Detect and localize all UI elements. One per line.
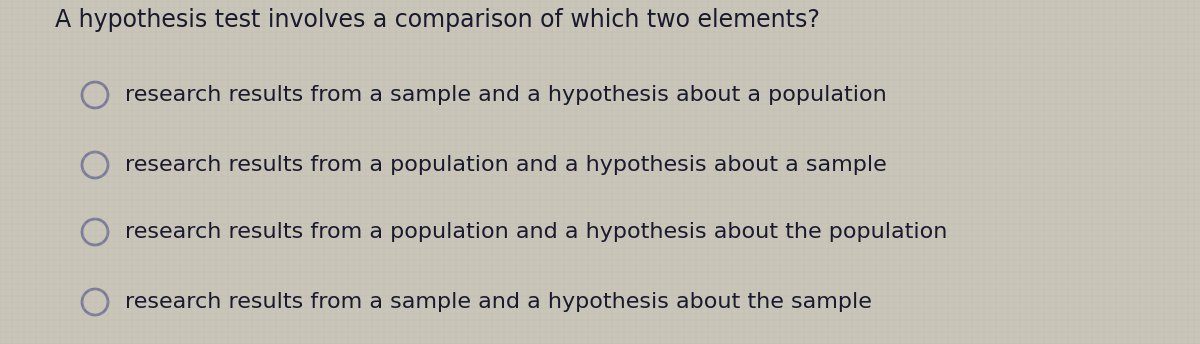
Text: research results from a sample and a hypothesis about the sample: research results from a sample and a hyp… (125, 292, 872, 312)
Text: research results from a population and a hypothesis about the population: research results from a population and a… (125, 222, 947, 242)
Text: research results from a sample and a hypothesis about a population: research results from a sample and a hyp… (125, 85, 887, 105)
Text: research results from a population and a hypothesis about a sample: research results from a population and a… (125, 155, 887, 175)
Text: A hypothesis test involves a comparison of which two elements?: A hypothesis test involves a comparison … (55, 8, 820, 32)
